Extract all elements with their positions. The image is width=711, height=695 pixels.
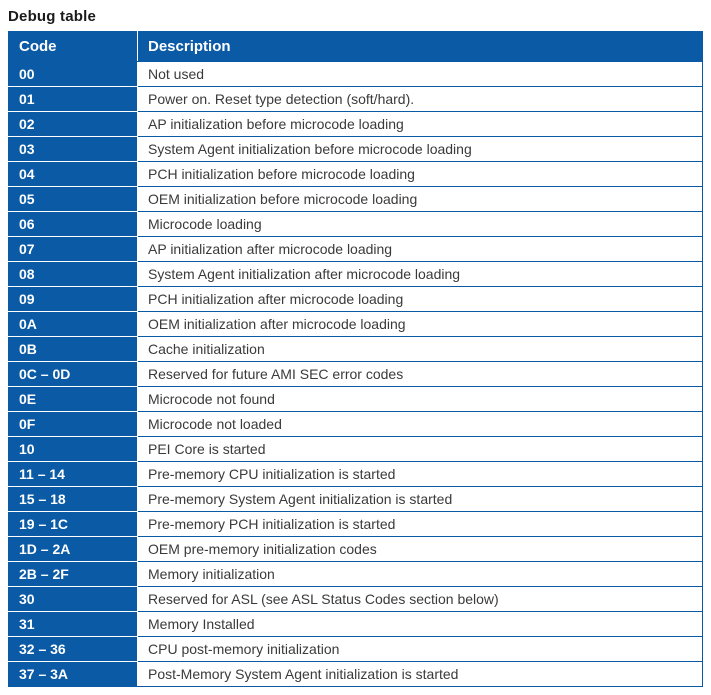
- table-row: 30Reserved for ASL (see ASL Status Codes…: [9, 587, 703, 612]
- description-cell: Pre-memory System Agent initialization i…: [138, 487, 703, 512]
- col-header-code: Code: [9, 32, 138, 62]
- code-cell: 0B: [9, 337, 138, 362]
- description-cell: Memory Installed: [138, 612, 703, 637]
- code-cell: 09: [9, 287, 138, 312]
- code-cell: 37 – 3A: [9, 662, 138, 687]
- table-row: 0FMicrocode not loaded: [9, 412, 703, 437]
- code-cell: 0A: [9, 312, 138, 337]
- debug-table: Code Description 00Not used01Power on. R…: [8, 31, 703, 687]
- description-cell: System Agent initialization after microc…: [138, 262, 703, 287]
- description-cell: Microcode not found: [138, 387, 703, 412]
- description-cell: AP initialization after microcode loadin…: [138, 237, 703, 262]
- description-cell: PCH initialization after microcode loadi…: [138, 287, 703, 312]
- table-row: 15 – 18Pre-memory System Agent initializ…: [9, 487, 703, 512]
- code-cell: 0E: [9, 387, 138, 412]
- description-cell: Microcode loading: [138, 212, 703, 237]
- description-cell: PEI Core is started: [138, 437, 703, 462]
- description-cell: AP initialization before microcode loadi…: [138, 112, 703, 137]
- code-cell: 32 – 36: [9, 637, 138, 662]
- description-cell: PCH initialization before microcode load…: [138, 162, 703, 187]
- code-cell: 10: [9, 437, 138, 462]
- code-cell: 04: [9, 162, 138, 187]
- table-row: 11 – 14Pre-memory CPU initialization is …: [9, 462, 703, 487]
- description-cell: Power on. Reset type detection (soft/har…: [138, 87, 703, 112]
- code-cell: 0C – 0D: [9, 362, 138, 387]
- description-cell: Pre-memory CPU initialization is started: [138, 462, 703, 487]
- code-cell: 00: [9, 62, 138, 87]
- table-row: 37 – 3APost-Memory System Agent initiali…: [9, 662, 703, 687]
- table-title: Debug table: [8, 8, 703, 25]
- description-cell: OEM initialization after microcode loadi…: [138, 312, 703, 337]
- description-cell: Reserved for future AMI SEC error codes: [138, 362, 703, 387]
- code-cell: 07: [9, 237, 138, 262]
- table-row: 0AOEM initialization after microcode loa…: [9, 312, 703, 337]
- table-row: 0EMicrocode not found: [9, 387, 703, 412]
- table-row: 04PCH initialization before microcode lo…: [9, 162, 703, 187]
- description-cell: System Agent initialization before micro…: [138, 137, 703, 162]
- description-cell: OEM pre-memory initialization codes: [138, 537, 703, 562]
- description-cell: Cache initialization: [138, 337, 703, 362]
- code-cell: 0F: [9, 412, 138, 437]
- table-row: 07AP initialization after microcode load…: [9, 237, 703, 262]
- table-row: 00Not used: [9, 62, 703, 87]
- code-cell: 08: [9, 262, 138, 287]
- table-row: 10PEI Core is started: [9, 437, 703, 462]
- table-row: 02AP initialization before microcode loa…: [9, 112, 703, 137]
- table-row: 01Power on. Reset type detection (soft/h…: [9, 87, 703, 112]
- code-cell: 05: [9, 187, 138, 212]
- description-cell: Memory initialization: [138, 562, 703, 587]
- table-row: 03System Agent initialization before mic…: [9, 137, 703, 162]
- description-cell: Post-Memory System Agent initialization …: [138, 662, 703, 687]
- code-cell: 15 – 18: [9, 487, 138, 512]
- description-cell: Microcode not loaded: [138, 412, 703, 437]
- table-body: 00Not used01Power on. Reset type detecti…: [9, 62, 703, 687]
- description-cell: OEM initialization before microcode load…: [138, 187, 703, 212]
- description-cell: Reserved for ASL (see ASL Status Codes s…: [138, 587, 703, 612]
- table-row: 0BCache initialization: [9, 337, 703, 362]
- code-cell: 19 – 1C: [9, 512, 138, 537]
- code-cell: 01: [9, 87, 138, 112]
- table-row: 06Microcode loading: [9, 212, 703, 237]
- table-header-row: Code Description: [9, 32, 703, 62]
- col-header-description: Description: [138, 32, 703, 62]
- description-cell: Not used: [138, 62, 703, 87]
- table-row: 08System Agent initialization after micr…: [9, 262, 703, 287]
- description-cell: Pre-memory PCH initialization is started: [138, 512, 703, 537]
- code-cell: 1D – 2A: [9, 537, 138, 562]
- table-row: 32 – 36CPU post-memory initialization: [9, 637, 703, 662]
- code-cell: 02: [9, 112, 138, 137]
- table-row: 2B – 2FMemory initialization: [9, 562, 703, 587]
- code-cell: 11 – 14: [9, 462, 138, 487]
- table-row: 09PCH initialization after microcode loa…: [9, 287, 703, 312]
- table-row: 19 – 1CPre-memory PCH initialization is …: [9, 512, 703, 537]
- code-cell: 2B – 2F: [9, 562, 138, 587]
- table-row: 1D – 2AOEM pre-memory initialization cod…: [9, 537, 703, 562]
- description-cell: CPU post-memory initialization: [138, 637, 703, 662]
- code-cell: 30: [9, 587, 138, 612]
- code-cell: 06: [9, 212, 138, 237]
- table-row: 0C – 0DReserved for future AMI SEC error…: [9, 362, 703, 387]
- code-cell: 31: [9, 612, 138, 637]
- table-row: 05OEM initialization before microcode lo…: [9, 187, 703, 212]
- code-cell: 03: [9, 137, 138, 162]
- table-row: 31Memory Installed: [9, 612, 703, 637]
